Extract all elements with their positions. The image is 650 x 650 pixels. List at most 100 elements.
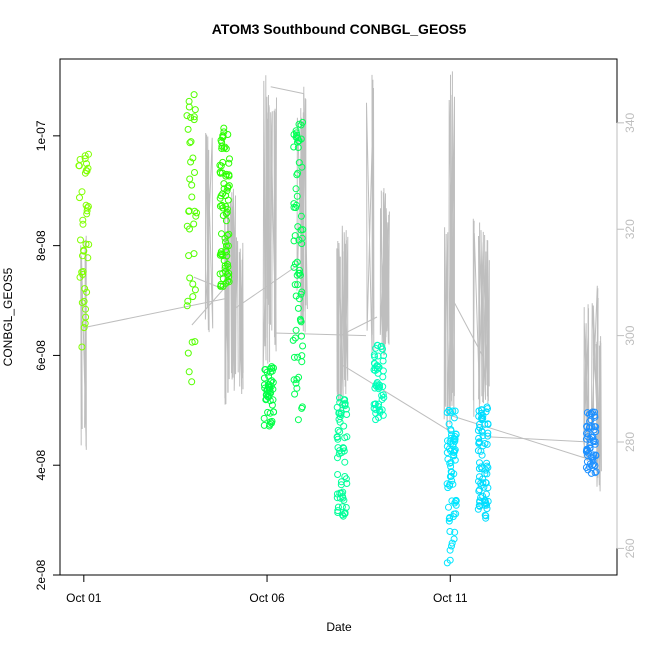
data-point — [78, 299, 86, 307]
data-point — [192, 212, 200, 220]
data-point — [219, 158, 227, 166]
data-point — [340, 444, 348, 452]
data-point — [85, 241, 93, 248]
data-point — [83, 288, 91, 296]
data-point — [298, 358, 306, 366]
data-point — [583, 422, 591, 430]
data-point — [225, 269, 233, 277]
data-point — [337, 481, 345, 489]
data-point — [80, 297, 88, 305]
line-spike-15 — [384, 208, 390, 345]
data-point — [445, 517, 453, 525]
data-point — [341, 509, 349, 517]
point-cluster-0 — [75, 150, 93, 351]
data-point — [260, 414, 268, 422]
data-point — [296, 269, 304, 277]
data-point — [222, 217, 230, 225]
point-cluster-9 — [582, 408, 600, 477]
data-point — [341, 434, 349, 442]
data-point — [82, 305, 89, 313]
line-spike-1 — [204, 132, 214, 333]
line-connector-0 — [83, 297, 227, 329]
data-point — [77, 236, 84, 244]
data-point — [484, 464, 492, 471]
data-point — [291, 232, 299, 240]
data-point — [298, 332, 305, 340]
data-point — [265, 372, 273, 380]
data-point — [294, 304, 302, 312]
data-point — [447, 427, 455, 435]
data-point — [584, 433, 592, 441]
x-tick-label: Oct 01 — [66, 591, 102, 605]
data-point — [224, 196, 232, 204]
data-point — [290, 353, 298, 361]
data-point — [221, 262, 229, 270]
data-point — [81, 152, 89, 160]
data-point — [443, 409, 451, 416]
line-connector-7 — [340, 316, 378, 337]
data-point — [475, 439, 483, 447]
data-point — [266, 365, 274, 373]
data-point — [224, 242, 232, 250]
data-point — [191, 169, 198, 176]
data-point — [445, 515, 453, 522]
y-right-tick-label: 260 — [623, 538, 637, 558]
data-point — [482, 408, 490, 416]
data-point — [293, 171, 301, 179]
data-point — [190, 113, 198, 121]
data-point — [592, 423, 600, 431]
data-point — [299, 226, 307, 234]
data-point — [476, 502, 484, 510]
point-cluster-4 — [289, 118, 307, 424]
data-point — [475, 407, 483, 415]
data-point — [79, 252, 86, 260]
data-point — [449, 513, 457, 521]
data-point — [220, 124, 228, 132]
point-cluster-3 — [260, 363, 278, 430]
data-point — [219, 212, 227, 219]
data-point — [217, 250, 225, 258]
data-point — [445, 503, 452, 511]
data-point — [341, 458, 349, 466]
data-point — [447, 434, 455, 442]
data-point — [475, 477, 482, 485]
data-point — [297, 135, 305, 143]
data-point — [483, 459, 491, 467]
data-point — [450, 535, 458, 543]
data-point — [188, 181, 196, 189]
data-point — [379, 367, 387, 375]
data-point — [289, 336, 297, 344]
data-point — [294, 416, 302, 424]
data-point — [218, 145, 226, 152]
data-point — [478, 416, 486, 424]
data-point — [188, 338, 196, 346]
data-point — [340, 447, 348, 455]
data-point — [290, 263, 298, 271]
y-right-tick-label: 340 — [623, 113, 637, 133]
data-point — [371, 384, 379, 392]
data-point — [380, 394, 388, 401]
data-point — [446, 459, 454, 467]
data-point — [218, 251, 226, 259]
data-point — [291, 260, 299, 268]
data-point — [447, 459, 455, 466]
data-point — [186, 139, 194, 147]
data-point — [371, 400, 379, 408]
data-point — [183, 302, 191, 310]
data-point — [446, 528, 454, 535]
line-connector-4 — [270, 86, 304, 95]
line-spike-7 — [266, 94, 273, 331]
data-point — [452, 497, 460, 505]
data-point — [190, 116, 198, 124]
data-point — [79, 271, 87, 278]
data-point — [477, 494, 485, 501]
data-point — [298, 163, 306, 171]
data-point — [80, 324, 88, 332]
data-point — [337, 489, 345, 497]
data-point — [218, 230, 225, 238]
data-point — [225, 172, 233, 180]
line-spike-23 — [595, 336, 602, 492]
data-point — [337, 478, 345, 486]
line-spike-20 — [482, 239, 490, 405]
data-point — [81, 155, 89, 163]
